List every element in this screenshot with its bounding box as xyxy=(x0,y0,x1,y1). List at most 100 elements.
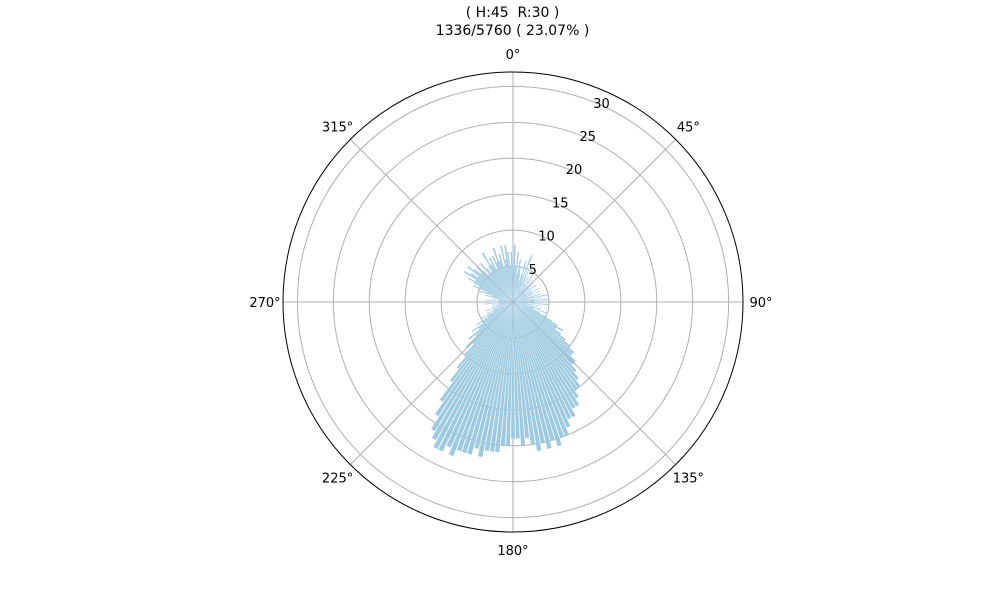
polar-bar xyxy=(513,302,581,388)
polar-bar xyxy=(505,302,513,446)
polar-bar xyxy=(512,258,514,302)
polar-bar xyxy=(513,302,569,437)
polar-bar xyxy=(513,296,534,302)
polar-bar xyxy=(513,302,572,420)
polar-bar xyxy=(472,285,513,302)
polar-bar xyxy=(513,277,529,302)
polar-bar xyxy=(513,302,535,307)
polar-bar xyxy=(513,302,555,441)
polar-bar xyxy=(484,302,513,451)
polar-bar xyxy=(498,253,513,302)
polar-bar xyxy=(513,269,530,302)
angle-gridline xyxy=(512,301,676,465)
polar-bar xyxy=(513,302,528,306)
polar-bar xyxy=(513,298,549,302)
angle-gridline xyxy=(350,301,514,465)
polar-bar xyxy=(513,283,526,302)
polar-bar xyxy=(513,301,542,303)
polar-bar xyxy=(498,301,513,302)
polar-bar xyxy=(513,302,557,330)
polar-bar xyxy=(478,290,513,302)
polar-bar xyxy=(513,302,580,407)
polar-bar xyxy=(513,302,574,365)
polar-bar xyxy=(433,302,513,450)
polar-bar xyxy=(479,286,513,302)
bars-layer xyxy=(431,244,581,458)
polar-bar xyxy=(464,302,513,357)
polar-bar xyxy=(513,293,526,302)
angle-tick-label: 135° xyxy=(673,471,704,486)
polar-bar xyxy=(513,285,528,302)
polar-bar xyxy=(513,302,520,439)
polar-bar xyxy=(484,302,513,305)
polar-bar xyxy=(461,302,513,454)
polar-bar xyxy=(439,302,513,402)
polar-bar xyxy=(513,302,535,304)
polar-bar xyxy=(513,289,521,302)
angle-gridline xyxy=(350,139,514,303)
polar-bar xyxy=(513,302,541,310)
polar-bar xyxy=(489,302,513,452)
polar-bar xyxy=(491,302,513,307)
polar-bar xyxy=(495,302,513,453)
polar-bar xyxy=(513,292,525,302)
angle-tick-label: 90° xyxy=(749,296,772,311)
polar-bar xyxy=(487,302,513,317)
polar-bar xyxy=(513,294,534,302)
polar-bar xyxy=(485,267,513,302)
polar-bar xyxy=(513,294,549,302)
polar-bar xyxy=(471,302,513,333)
polar-bar xyxy=(493,302,513,312)
polar-bar xyxy=(488,274,513,302)
polar-bar xyxy=(510,251,513,302)
polar-bar xyxy=(513,302,566,341)
polar-bar xyxy=(513,302,576,418)
polar-bar xyxy=(513,302,540,314)
polar-bar xyxy=(465,302,513,348)
polar-bar xyxy=(485,294,513,302)
polar-bar xyxy=(485,302,513,312)
polar-bar xyxy=(435,302,513,417)
polar-bar xyxy=(475,279,513,302)
polar-bar xyxy=(486,302,513,315)
polar-bar xyxy=(456,302,513,369)
polar-bar xyxy=(513,251,519,302)
polar-bar xyxy=(509,266,513,302)
polar-bar xyxy=(492,302,513,311)
radial-gridline xyxy=(332,121,694,483)
polar-bar xyxy=(513,291,524,302)
polar-bar xyxy=(504,259,513,302)
polar-bar xyxy=(513,266,521,302)
polar-bar xyxy=(468,302,513,340)
polar-bar xyxy=(431,302,513,432)
polar-bar xyxy=(513,302,549,306)
polar-bar xyxy=(463,270,513,302)
polar-bar xyxy=(507,251,513,302)
angle-tick-label: 0° xyxy=(506,48,521,63)
radial-gridline xyxy=(368,157,658,447)
polar-bar xyxy=(504,244,513,302)
polar-bar xyxy=(513,302,534,310)
polar-bar xyxy=(481,252,513,302)
radial-tick-label: 20 xyxy=(566,163,583,178)
title-line-1: ( H:45 R:30 ) xyxy=(465,5,560,21)
polar-bar xyxy=(513,274,521,302)
polar-bar xyxy=(478,302,513,330)
polar-bar xyxy=(492,247,513,302)
polar-bar xyxy=(513,290,523,302)
polar-bar xyxy=(488,257,513,302)
polar-bar xyxy=(482,270,513,302)
polar-bar xyxy=(513,302,575,354)
polar-bar xyxy=(446,302,513,448)
polar-bar xyxy=(474,269,513,302)
polar-bar xyxy=(513,279,532,302)
polar-bar xyxy=(500,245,513,302)
polar-bar xyxy=(467,265,513,302)
polar-bar xyxy=(513,302,528,304)
polar-bar xyxy=(485,291,513,302)
polar-bar xyxy=(513,287,530,302)
polar-bar xyxy=(513,294,526,302)
polar-bar xyxy=(496,261,513,302)
polar-bar xyxy=(513,302,577,373)
